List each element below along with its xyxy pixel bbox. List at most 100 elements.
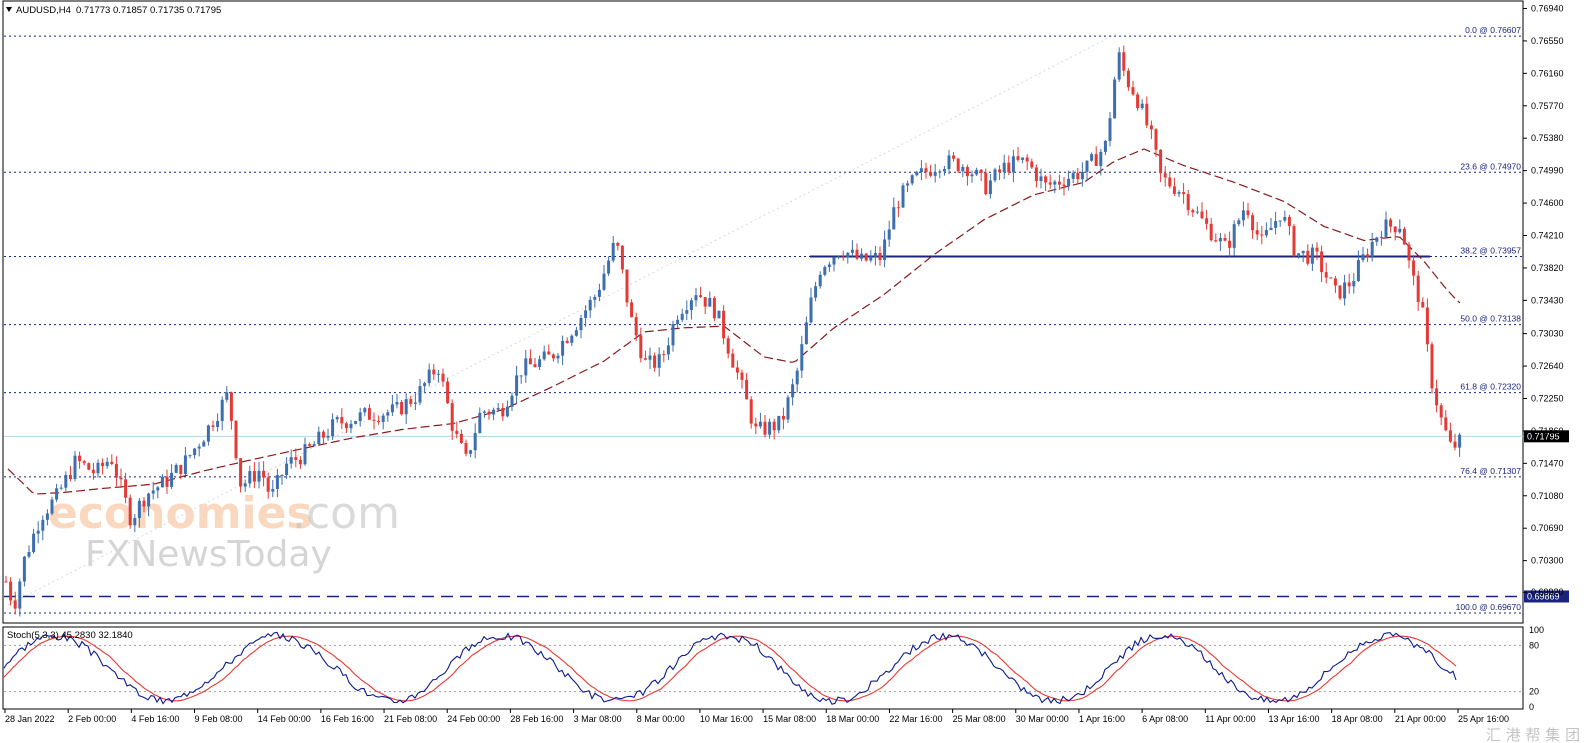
bull-candle (837, 256, 841, 258)
bull-candle (758, 421, 762, 427)
bear-candle (528, 358, 532, 365)
bull-candle (680, 313, 684, 320)
bear-candle (1292, 226, 1296, 256)
y-tick-label: 0.71080 (1531, 491, 1564, 501)
bull-candle (823, 266, 827, 275)
y-tick-label: 0.73430 (1531, 295, 1564, 305)
bull-candle (395, 402, 399, 405)
bear-candle (165, 476, 169, 487)
bull-candle (41, 519, 45, 531)
bull-candle (478, 412, 482, 434)
x-tick-label: 18 Mar 00:00 (826, 714, 879, 724)
bear-candle (1191, 210, 1195, 213)
bull-candle (423, 383, 427, 387)
bear-candle (712, 297, 716, 319)
bear-candle (68, 474, 72, 480)
bear-candle (1062, 184, 1066, 187)
bear-candle (1044, 176, 1048, 183)
y-tick-label: 0.75380 (1531, 133, 1564, 143)
bull-candle (873, 253, 877, 257)
bull-candle (970, 174, 974, 177)
bull-candle (694, 295, 698, 301)
bull-candle (860, 253, 864, 259)
bear-candle (1048, 182, 1052, 185)
bull-candle (588, 299, 592, 311)
bull-candle (216, 421, 220, 427)
bear-candle (1416, 275, 1420, 302)
stoch-tick-label: 20 (1529, 687, 1539, 697)
bull-candle (1067, 178, 1071, 187)
bull-candle (193, 448, 197, 456)
fib-trend-line[interactable] (7, 32, 1119, 606)
bear-candle (124, 479, 128, 498)
bull-candle (542, 351, 546, 360)
bull-candle (602, 273, 606, 290)
bear-candle (772, 421, 776, 431)
bull-candle (1085, 160, 1089, 172)
bull-candle (570, 335, 574, 343)
bull-candle (524, 358, 528, 376)
bull-candle (717, 310, 721, 319)
x-tick-label: 21 Apr 00:00 (1395, 714, 1446, 724)
bull-candle (331, 419, 335, 437)
bear-candle (551, 354, 555, 359)
bear-candle (1025, 157, 1029, 162)
bull-candle (648, 355, 652, 360)
bear-candle (745, 379, 749, 400)
y-tick-label: 0.76550 (1531, 36, 1564, 46)
bull-candle (160, 476, 164, 488)
bear-candle (1333, 278, 1337, 286)
bear-candle (266, 477, 270, 492)
bear-candle (1251, 215, 1255, 231)
bear-candle (754, 423, 758, 427)
bull-candle (197, 446, 201, 449)
bear-candle (87, 463, 91, 470)
symbol-dropdown-icon[interactable] (6, 7, 12, 12)
x-tick-label: 24 Feb 00:00 (447, 714, 500, 724)
bull-candle (1297, 253, 1301, 256)
bull-candle (919, 168, 923, 173)
bull-candle (597, 289, 601, 297)
x-tick-label: 21 Feb 08:00 (384, 714, 437, 724)
bear-candle (1324, 272, 1328, 278)
bull-candle (1218, 237, 1222, 242)
y-tick-label: 0.73820 (1531, 263, 1564, 273)
bull-candle (938, 171, 942, 173)
bear-candle (78, 455, 82, 462)
main-chart-frame (2, 0, 1524, 624)
bull-candle (708, 297, 712, 307)
stochastic-oscillator: 100 80 20 0 (3, 625, 1544, 712)
bull-candle (593, 296, 597, 300)
stoch-tick-label: 100 (1529, 625, 1544, 635)
bull-candle (1361, 254, 1365, 261)
bull-candle (915, 172, 919, 176)
bear-candle (344, 423, 348, 429)
bear-candle (625, 269, 629, 303)
bull-candle (1264, 230, 1268, 236)
bear-candle (1223, 237, 1227, 241)
bear-candle (446, 381, 450, 404)
bear-candle (965, 166, 969, 177)
bull-candle (354, 421, 358, 424)
current-price-box (1524, 430, 1569, 443)
bear-candle (699, 295, 703, 298)
bull-candle (1053, 181, 1057, 185)
bear-candle (1145, 103, 1149, 126)
bear-candle (487, 411, 491, 415)
bull-candle (312, 444, 316, 446)
bear-candle (1320, 251, 1324, 273)
current-price-label: 0.71795 (1527, 431, 1560, 441)
bear-candle (1347, 282, 1351, 287)
bear-candle (1389, 219, 1393, 227)
bear-candle (1260, 234, 1264, 236)
bull-candle (1108, 118, 1112, 141)
bull-candle (869, 256, 873, 261)
bear-candle (1315, 247, 1319, 252)
bear-candle (239, 458, 243, 487)
bull-candle (975, 169, 979, 175)
y-tick-label: 0.76940 (1531, 3, 1564, 13)
bull-candle (961, 166, 965, 172)
bull-candle (1099, 151, 1103, 166)
bull-candle (607, 260, 611, 274)
